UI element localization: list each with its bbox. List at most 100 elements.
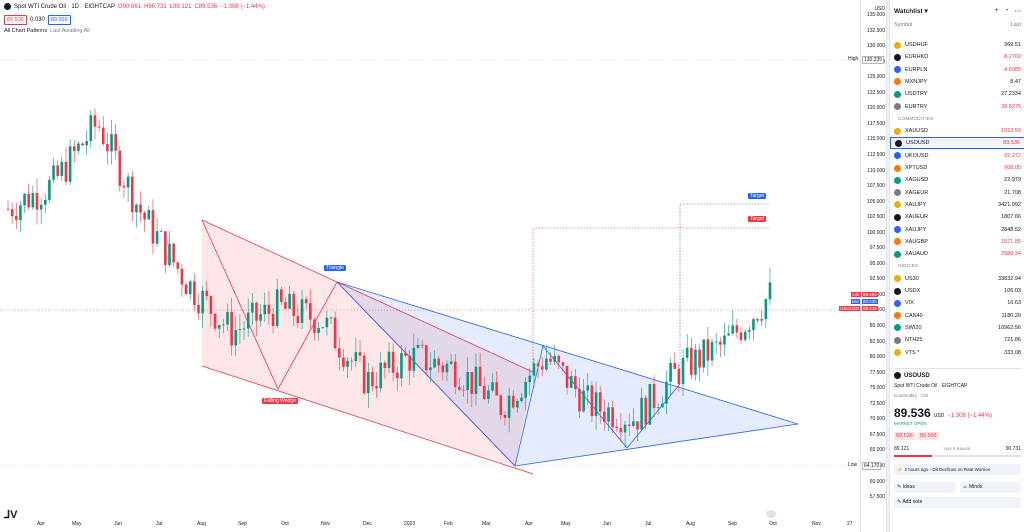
col-symbol[interactable]: Symbol <box>894 22 913 28</box>
watchlist-symbol: XAUAUD <box>905 251 928 258</box>
add-note-button[interactable]: ✎ Add note <box>894 497 1021 508</box>
minds-button[interactable]: ☺ Minds <box>959 482 1021 493</box>
symbol-logo-icon <box>894 275 901 283</box>
candle <box>280 289 283 303</box>
candle <box>565 365 569 388</box>
watchlist-row[interactable]: CAN40 1180.20 <box>890 310 1024 322</box>
candle <box>673 362 677 369</box>
news-item[interactable]: ⚡ 2 hours ago · Oil Declines on Rate Wor… <box>894 464 1021 475</box>
more-icon[interactable]: ⋯ <box>1014 8 1022 15</box>
watchlist-row[interactable]: XAUGBP 1571.85 <box>890 236 1024 248</box>
candle <box>756 319 759 321</box>
target-red-label[interactable]: Target <box>748 216 766 222</box>
target-blue-label[interactable]: Target <box>748 193 766 199</box>
symbol-logo-icon <box>894 250 901 258</box>
candle <box>702 339 706 368</box>
candle <box>441 365 445 373</box>
watchlist-row[interactable]: UKOUSD 92.272 <box>890 150 1024 162</box>
candle <box>491 382 494 391</box>
watchlist-row[interactable]: USDHUF 369.51 <box>890 39 1024 51</box>
watchlist-row[interactable]: MXNJPY 8.47 <box>890 76 1024 88</box>
settings-icon[interactable] <box>766 510 776 518</box>
triangle-label[interactable]: Triangle <box>324 265 346 271</box>
candle <box>590 385 594 417</box>
bid-box[interactable]: 89.536 <box>894 432 915 440</box>
details-symbol[interactable]: USOUSD <box>904 372 930 379</box>
candle <box>325 317 329 328</box>
candle <box>532 363 536 376</box>
candle <box>251 302 254 313</box>
watchlist-row[interactable]: EURHKD 8.2760 <box>890 51 1024 63</box>
time-tick: Aug <box>197 521 206 527</box>
candle <box>690 347 693 375</box>
currency-label[interactable]: USD <box>874 6 885 12</box>
candlestick-chart[interactable] <box>0 0 860 532</box>
candle <box>366 371 370 394</box>
candle <box>226 311 229 325</box>
watchlist-row[interactable]: XAUEUR 1807.66 <box>890 211 1024 223</box>
candle <box>288 293 291 309</box>
watchlist-row[interactable]: USDTRY 27.2334 <box>890 88 1024 100</box>
candle <box>222 324 225 326</box>
ideas-button[interactable]: ✎ Ideas <box>894 482 956 493</box>
candle <box>97 126 101 128</box>
watchlist-row[interactable]: SWI20 10962.56 <box>890 322 1024 334</box>
price-tick: 65.000 <box>869 447 885 454</box>
watchlist-last: 8.2760 <box>1004 54 1021 61</box>
time-tick: Apr <box>525 521 533 527</box>
indicator-legend[interactable]: All Chart Patterns Last Awaiting All <box>4 28 90 34</box>
price-tick: 97.500 <box>869 245 885 252</box>
price-tick: 57.500 <box>869 494 885 501</box>
candle <box>255 302 258 321</box>
tradingview-logo-icon[interactable]: ⅃V <box>4 509 18 521</box>
watchlist-row[interactable]: XAUUSD 1913.59 <box>890 125 1024 137</box>
watchlist-row[interactable]: NTH25 721.86 <box>890 334 1024 346</box>
sell-button[interactable]: 89.536 <box>4 15 27 25</box>
symbol-logo-icon <box>894 226 901 233</box>
watchlist-row[interactable]: EURPLN 4.6089 <box>890 64 1024 76</box>
symbol-name[interactable]: Spot WTI Crude Oil · 1D · EIGHTCAP <box>14 3 116 10</box>
watchlist-section-header[interactable]: INDICES <box>898 263 919 269</box>
watchlist-row[interactable]: USDX 106.03 <box>890 285 1024 297</box>
candle <box>188 281 192 295</box>
watchlist-row[interactable]: XAGEUR 21.708 <box>890 187 1024 199</box>
price-tick: 102.500 <box>866 214 885 221</box>
candle <box>768 282 772 300</box>
ask-box[interactable]: 89.566 <box>917 432 939 440</box>
chart-area[interactable]: Spot WTI Crude Oil · 1D · EIGHTCAP O90.6… <box>0 0 860 532</box>
candle <box>536 363 540 367</box>
change-value: −1.308 (−1.44%) <box>220 3 265 10</box>
time-tick: Nov <box>321 521 330 527</box>
watchlist-row[interactable]: XAGUSD 22.979 <box>890 174 1024 186</box>
watchlist-row[interactable]: US30 33832.94 <box>890 273 1024 285</box>
watchlist-last: 92.272 <box>1004 152 1021 159</box>
candle <box>184 284 188 295</box>
watchlist-row[interactable]: VTS * 333.08 <box>890 347 1024 359</box>
col-last[interactable]: Last <box>1010 22 1021 28</box>
falling-wedge-label[interactable]: Falling Wedge <box>262 398 298 404</box>
add-symbol-icon[interactable]: + <box>994 7 999 14</box>
watchlist-symbol: SWI20 <box>905 324 922 331</box>
time-tick: Oct <box>769 521 777 527</box>
watchlist-last: 1913.59 <box>1001 128 1021 135</box>
watchlist-title[interactable]: Watchlist ▾ <box>894 8 928 15</box>
alert-clock-icon[interactable]: ◔ <box>1004 7 1009 14</box>
buy-button[interactable]: 89.566 <box>47 15 71 25</box>
candle <box>685 347 689 358</box>
watchlist-row[interactable]: XPTUSD 908.05 <box>890 162 1024 174</box>
watchlist-row[interactable]: XAUJPY 2848.52 <box>890 224 1024 236</box>
price-axis[interactable]: USD 135.000132.500130.000127.500125.0001… <box>839 0 887 532</box>
price-tick: 100.000 <box>866 229 885 236</box>
range-low: 89.121 <box>894 446 910 452</box>
watchlist-row[interactable]: XAUJPY 3421.992 <box>890 199 1024 211</box>
candle <box>81 143 84 146</box>
watchlist-symbol: XPTUSD <box>905 165 928 171</box>
range-label: DAY'S RANGE <box>944 446 971 451</box>
watchlist-row[interactable]: EURTRY 28.8275 <box>890 101 1024 113</box>
watchlist-row[interactable]: USOUSD 89.536 <box>890 137 1024 150</box>
watchlist-section-header[interactable]: COMMODITIES <box>898 115 934 121</box>
watchlist-row[interactable]: XAUAUD 2988.34 <box>890 248 1024 260</box>
time-tick: Mar <box>482 521 491 527</box>
symbol-logo-icon <box>894 176 901 184</box>
watchlist-row[interactable]: VIX 16.63 <box>890 297 1024 309</box>
